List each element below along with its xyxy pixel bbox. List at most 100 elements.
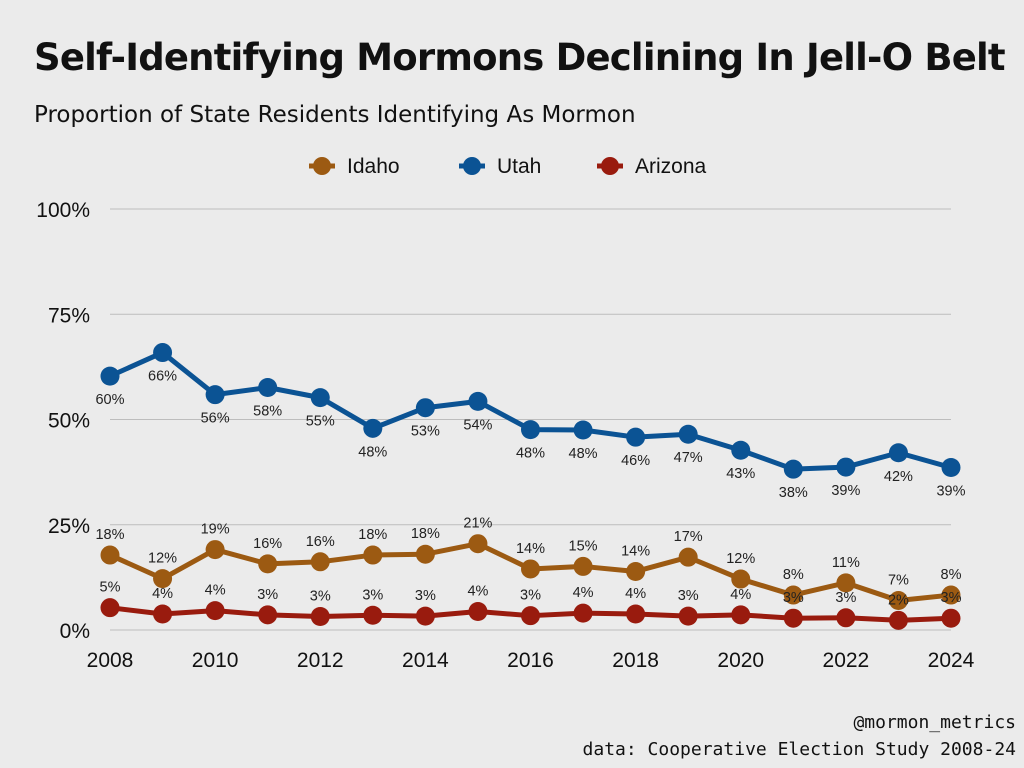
data-point-utah (363, 418, 383, 438)
data-point-utah (258, 378, 278, 398)
data-point-utah (888, 443, 908, 463)
data-point-idaho (310, 552, 330, 572)
data-label-arizona: 4% (625, 586, 646, 602)
data-label-idaho: 16% (306, 534, 335, 550)
data-label-arizona: 3% (362, 587, 383, 603)
data-label-arizona: 3% (415, 588, 436, 604)
data-label-arizona: 4% (152, 586, 173, 602)
data-point-idaho (153, 569, 173, 589)
data-label-utah: 53% (411, 424, 440, 440)
data-label-utah: 56% (201, 411, 230, 427)
data-point-idaho (100, 545, 120, 565)
data-label-arizona: 3% (257, 587, 278, 603)
data-point-arizona (468, 601, 488, 621)
data-label-utah: 39% (831, 483, 860, 499)
data-point-arizona (888, 610, 908, 630)
x-tick-label: 2010 (192, 649, 239, 672)
data-label-arizona: 3% (783, 590, 804, 606)
data-point-arizona (731, 605, 751, 625)
data-label-utah: 39% (936, 483, 965, 499)
y-tick-label: 50% (48, 410, 90, 433)
x-tick-label: 2024 (928, 649, 975, 672)
data-point-arizona (258, 605, 278, 625)
data-label-idaho: 14% (621, 543, 650, 559)
data-point-utah (415, 398, 435, 418)
data-label-arizona: 3% (678, 588, 699, 604)
data-point-idaho (258, 554, 278, 574)
x-tick-label: 2016 (507, 649, 554, 672)
data-point-idaho (205, 540, 225, 560)
data-label-utah: 58% (253, 404, 282, 420)
data-label-arizona: 3% (310, 589, 331, 605)
data-point-idaho (941, 585, 961, 605)
legend-item-utah: Utah (459, 155, 541, 178)
data-label-arizona: 5% (100, 580, 121, 596)
data-point-arizona (573, 603, 593, 623)
legend-label: Arizona (635, 155, 707, 178)
data-label-idaho: 21% (463, 516, 492, 532)
y-tick-label: 75% (48, 304, 90, 327)
y-axis: 0% 25% 50% 75% 100% (36, 199, 90, 643)
data-label-idaho: 8% (941, 567, 962, 583)
data-point-idaho (836, 573, 856, 593)
data-label-arizona: 3% (520, 588, 541, 604)
data-label-idaho: 12% (726, 551, 755, 567)
data-point-idaho (731, 569, 751, 589)
x-tick-label: 2022 (823, 649, 870, 672)
data-point-arizona (678, 606, 698, 626)
data-label-arizona: 3% (835, 590, 856, 606)
data-point-idaho (363, 545, 383, 565)
data-label-idaho: 18% (411, 526, 440, 542)
x-tick-label: 2014 (402, 649, 449, 672)
data-point-utah (573, 420, 593, 440)
data-point-idaho (573, 556, 593, 576)
data-label-arizona: 4% (730, 587, 751, 603)
data-point-utah (941, 457, 961, 477)
y-tick-label: 25% (48, 515, 90, 538)
data-label-utah: 66% (148, 369, 177, 385)
data-label-arizona: 4% (467, 583, 488, 599)
data-point-utah (626, 427, 646, 447)
legend-marker (463, 157, 481, 175)
data-point-idaho (415, 544, 435, 564)
data-label-utah: 60% (95, 392, 124, 408)
data-label-utah: 48% (569, 446, 598, 462)
legend-item-arizona: Arizona (597, 155, 707, 178)
data-label-idaho: 18% (358, 527, 387, 543)
series-arizona (100, 598, 961, 630)
data-point-idaho (521, 559, 540, 579)
legend-marker (313, 157, 331, 175)
x-tick-label: 2012 (297, 649, 344, 672)
data-label-idaho: 17% (674, 529, 703, 545)
data-label-idaho: 15% (569, 538, 598, 554)
y-tick-label: 0% (60, 620, 90, 643)
data-label-arizona: 2% (888, 592, 909, 608)
data-point-idaho (888, 591, 908, 611)
x-tick-label: 2020 (717, 649, 764, 672)
data-label-utah: 43% (726, 466, 755, 482)
data-point-arizona (153, 604, 173, 624)
data-label-utah: 55% (306, 414, 335, 430)
x-axis: 2008 2010 2012 2014 2016 2018 2020 2022 2024 (87, 649, 975, 672)
data-label-idaho: 12% (148, 551, 177, 567)
series-utah (100, 343, 961, 479)
data-label-arizona: 4% (205, 583, 226, 599)
data-label-utah: 46% (621, 453, 650, 469)
legend: Idaho Utah Arizona (309, 155, 707, 178)
data-point-utah (468, 391, 488, 411)
data-label-utah: 42% (884, 469, 913, 485)
series-layer (100, 343, 961, 630)
data-label-utah: 48% (516, 446, 545, 462)
data-point-utah (678, 424, 698, 444)
data-point-arizona (310, 607, 330, 627)
legend-label: Utah (497, 155, 541, 178)
data-label-idaho: 19% (201, 522, 230, 538)
legend-marker (601, 157, 619, 175)
data-point-idaho (468, 534, 488, 554)
author-handle: @mormon_metrics (853, 712, 1016, 733)
data-point-idaho (626, 561, 646, 581)
y-tick-label: 100% (36, 199, 90, 222)
chart-title: Self-Identifying Mormons Declining In Je… (34, 36, 1005, 79)
x-tick-label: 2008 (87, 649, 134, 672)
data-point-arizona (521, 606, 540, 626)
